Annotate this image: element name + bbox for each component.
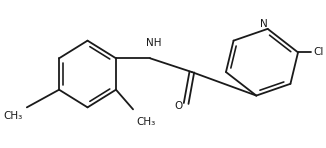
- Text: NH: NH: [146, 38, 162, 49]
- Text: Cl: Cl: [313, 47, 324, 57]
- Text: N: N: [260, 19, 268, 29]
- Text: O: O: [174, 101, 183, 111]
- Text: CH₃: CH₃: [4, 111, 23, 121]
- Text: CH₃: CH₃: [136, 117, 155, 127]
